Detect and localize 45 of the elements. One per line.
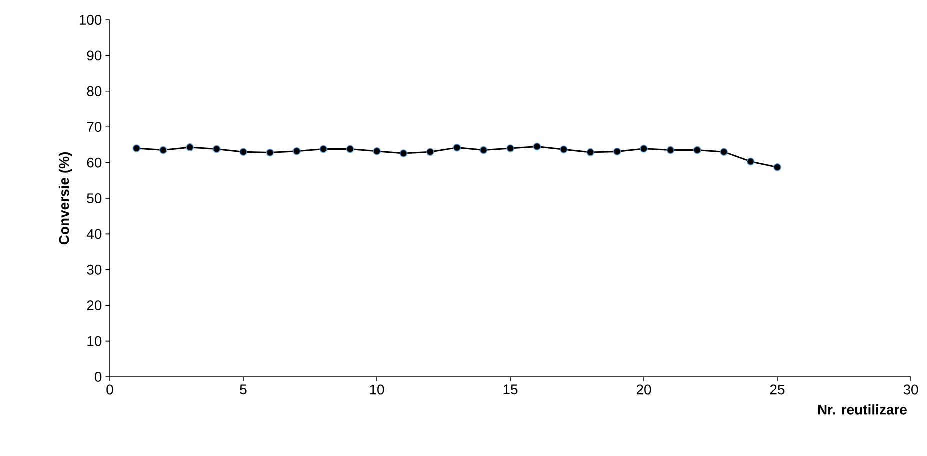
y-tick-label: 100 bbox=[80, 15, 102, 25]
point bbox=[320, 145, 328, 154]
point bbox=[453, 144, 461, 152]
point bbox=[666, 146, 675, 154]
y-tick-label: 60 bbox=[87, 158, 102, 168]
point bbox=[533, 142, 542, 151]
y-tick-label: 30 bbox=[87, 264, 102, 275]
point bbox=[400, 150, 408, 158]
y-tick-label: 50 bbox=[87, 194, 102, 204]
x-tick-label: 5 bbox=[240, 384, 247, 395]
point bbox=[560, 146, 568, 154]
point bbox=[240, 148, 248, 156]
y-axis-title: Conversie (%) bbox=[58, 152, 72, 245]
x-tick-label: 0 bbox=[106, 384, 114, 395]
x-axis-title: Nr. reutilizare bbox=[818, 404, 907, 415]
point bbox=[186, 144, 194, 152]
x-tick-label: 25 bbox=[770, 384, 785, 395]
point bbox=[426, 148, 434, 156]
x-tick-label: 10 bbox=[370, 384, 384, 395]
point bbox=[613, 148, 622, 156]
point bbox=[293, 147, 301, 156]
x-tick-label: 30 bbox=[904, 384, 918, 395]
y-tick-label: 70 bbox=[87, 122, 102, 132]
y-tick-label: 90 bbox=[87, 50, 102, 61]
point bbox=[586, 148, 595, 156]
y-tick-label: 40 bbox=[86, 229, 102, 240]
point bbox=[720, 148, 728, 156]
x-tick-label: 15 bbox=[504, 384, 518, 395]
point bbox=[373, 147, 381, 156]
y-tick-label: 10 bbox=[88, 336, 102, 346]
point bbox=[266, 148, 274, 157]
x-tick-label: 20 bbox=[636, 384, 652, 395]
y-tick-label: 80 bbox=[87, 86, 102, 96]
y-tick-label: 20 bbox=[87, 300, 102, 311]
point bbox=[694, 146, 702, 154]
point bbox=[160, 146, 168, 154]
point bbox=[774, 164, 782, 172]
point bbox=[132, 144, 141, 152]
point bbox=[746, 158, 755, 166]
point bbox=[212, 145, 221, 154]
point bbox=[346, 145, 354, 154]
y-tick-label: 0 bbox=[94, 372, 102, 382]
point bbox=[506, 144, 514, 152]
point bbox=[480, 146, 488, 154]
point bbox=[640, 144, 648, 153]
